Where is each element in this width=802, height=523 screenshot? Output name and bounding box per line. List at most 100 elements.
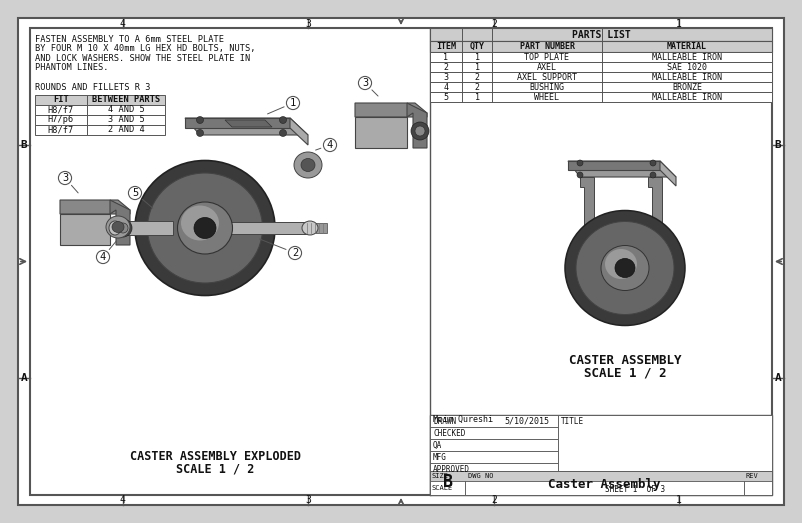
Text: QA: QA <box>433 441 442 450</box>
Text: PARTS LIST: PARTS LIST <box>572 29 630 40</box>
Text: APPROVED: APPROVED <box>433 465 470 474</box>
Polygon shape <box>110 200 130 245</box>
Text: 4: 4 <box>316 140 333 150</box>
Text: BETWEEN PARTS: BETWEEN PARTS <box>92 96 160 105</box>
Text: MALLEABLE IRON: MALLEABLE IRON <box>652 93 722 101</box>
Text: 2: 2 <box>444 63 448 72</box>
Circle shape <box>196 130 204 137</box>
Text: WHEEL: WHEEL <box>534 93 560 101</box>
Ellipse shape <box>601 245 649 290</box>
Text: 2: 2 <box>260 239 298 258</box>
Ellipse shape <box>177 202 233 254</box>
Ellipse shape <box>294 152 322 178</box>
Circle shape <box>650 160 656 166</box>
Bar <box>430 72 772 82</box>
Ellipse shape <box>576 222 674 314</box>
Text: 4 AND 5: 4 AND 5 <box>107 106 144 115</box>
Text: MATERIAL: MATERIAL <box>667 42 707 51</box>
Text: DRAWN: DRAWN <box>433 417 456 426</box>
Text: 2: 2 <box>491 495 496 505</box>
Text: TITLE: TITLE <box>561 417 584 426</box>
Bar <box>35 95 87 105</box>
Bar <box>430 92 772 102</box>
Text: 1: 1 <box>475 93 480 101</box>
Text: 3: 3 <box>306 495 311 505</box>
Circle shape <box>196 117 204 123</box>
Polygon shape <box>60 214 110 245</box>
Ellipse shape <box>135 161 275 295</box>
Text: 1: 1 <box>676 19 683 29</box>
Circle shape <box>118 223 128 233</box>
Bar <box>744 471 772 495</box>
Text: 1: 1 <box>676 495 683 505</box>
Bar <box>430 439 558 451</box>
Ellipse shape <box>565 210 685 325</box>
Text: 5: 5 <box>444 93 448 101</box>
Text: B: B <box>443 473 452 491</box>
Bar <box>430 463 558 475</box>
Bar <box>430 427 558 439</box>
Ellipse shape <box>106 216 130 238</box>
Bar <box>35 115 87 125</box>
Text: PHANTOM LINES.: PHANTOM LINES. <box>35 63 108 73</box>
Bar <box>215 222 310 234</box>
Circle shape <box>114 219 132 237</box>
Bar <box>35 105 87 115</box>
Bar <box>430 471 465 495</box>
Polygon shape <box>648 177 662 229</box>
Ellipse shape <box>615 258 635 278</box>
Text: 3: 3 <box>306 19 311 29</box>
Bar <box>305 223 327 233</box>
Text: BUSHING: BUSHING <box>529 83 565 92</box>
Polygon shape <box>290 118 308 145</box>
Text: 2: 2 <box>491 19 496 29</box>
Polygon shape <box>355 117 407 148</box>
Text: 5/10/2015: 5/10/2015 <box>504 417 549 426</box>
Ellipse shape <box>302 221 318 235</box>
Text: DWG NO: DWG NO <box>468 473 493 479</box>
Text: 2: 2 <box>475 73 480 82</box>
Text: SIZE: SIZE <box>432 473 449 479</box>
Text: SHEET 1  OF 3: SHEET 1 OF 3 <box>606 485 666 494</box>
Polygon shape <box>407 103 427 148</box>
Bar <box>87 95 165 105</box>
Bar <box>87 105 165 115</box>
Text: 4: 4 <box>119 495 126 505</box>
Text: 1: 1 <box>475 52 480 62</box>
Text: 1: 1 <box>268 98 296 114</box>
Text: MFG: MFG <box>433 453 447 462</box>
Text: A: A <box>775 373 781 383</box>
Polygon shape <box>568 161 676 177</box>
Text: SCALE 1 / 2: SCALE 1 / 2 <box>584 367 666 380</box>
Ellipse shape <box>301 158 315 172</box>
Polygon shape <box>355 103 427 117</box>
Polygon shape <box>660 161 676 186</box>
Bar <box>87 125 165 135</box>
Text: CASTER ASSEMBLY EXPLODED: CASTER ASSEMBLY EXPLODED <box>129 450 301 463</box>
Bar <box>430 41 772 52</box>
Text: MALLEABLE IRON: MALLEABLE IRON <box>652 73 722 82</box>
Text: Moin Qureshi: Moin Qureshi <box>433 415 493 424</box>
Text: CHECKED: CHECKED <box>433 429 465 438</box>
Text: H8/f7: H8/f7 <box>48 126 74 134</box>
Circle shape <box>577 172 583 178</box>
Bar <box>430 415 772 495</box>
Polygon shape <box>185 118 308 135</box>
Text: AXEL: AXEL <box>537 63 557 72</box>
Bar <box>87 115 165 125</box>
Bar <box>35 125 87 135</box>
Text: 2: 2 <box>475 83 480 92</box>
Text: SAE 1020: SAE 1020 <box>667 63 707 72</box>
Text: 3: 3 <box>444 73 448 82</box>
Bar <box>430 52 772 62</box>
Text: SCALE: SCALE <box>432 485 453 491</box>
Text: CASTER ASSEMBLY: CASTER ASSEMBLY <box>569 355 681 368</box>
Text: QTY: QTY <box>469 42 484 51</box>
Text: 4: 4 <box>444 83 448 92</box>
Circle shape <box>280 130 286 137</box>
Circle shape <box>411 122 429 140</box>
Text: B: B <box>775 140 781 150</box>
Text: BY FOUR M 10 X 40mm LG HEX HD BOLTS, NUTS,: BY FOUR M 10 X 40mm LG HEX HD BOLTS, NUT… <box>35 44 256 53</box>
Bar <box>465 471 744 495</box>
Text: 4: 4 <box>100 241 116 262</box>
